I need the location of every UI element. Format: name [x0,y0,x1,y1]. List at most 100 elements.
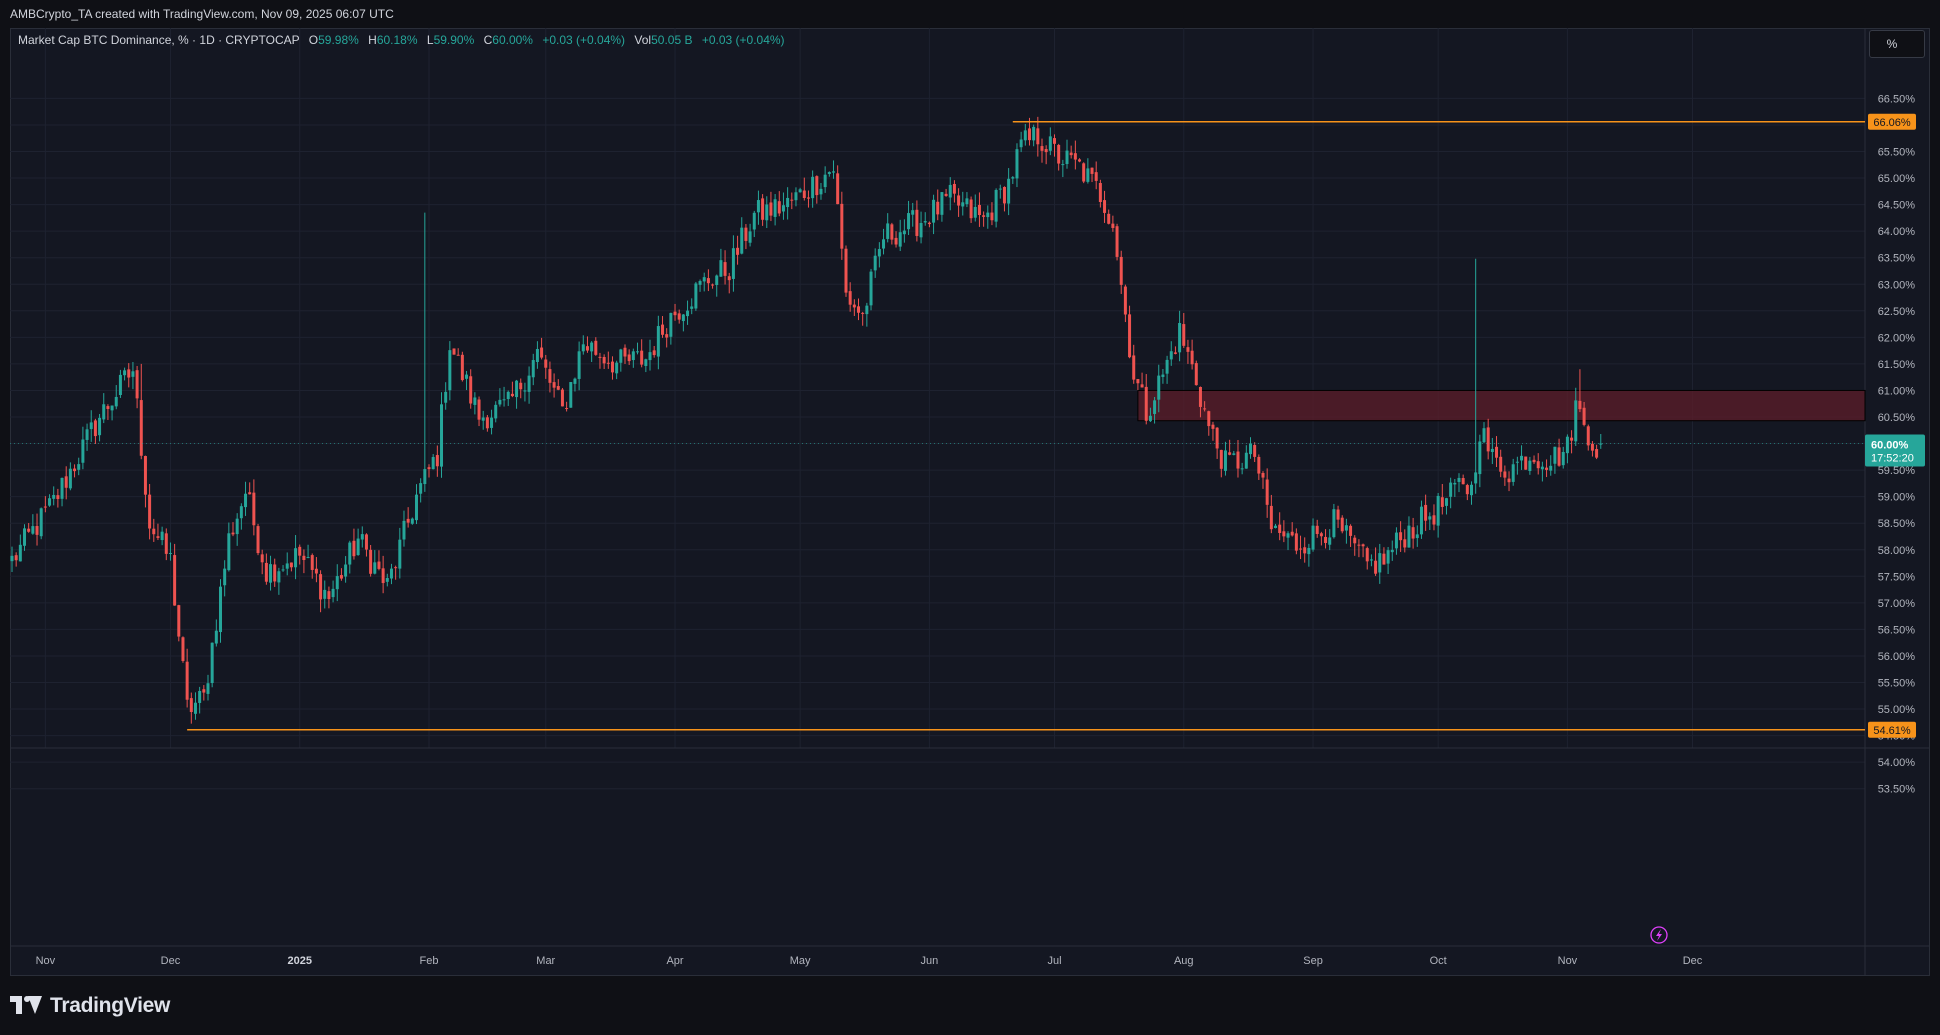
candle-body [827,172,831,174]
candle-body [306,557,310,559]
candle-body [1036,128,1040,145]
candle-body [606,362,610,364]
candle-body [1040,146,1044,151]
candle-body [260,554,264,563]
candle-body [1011,177,1015,179]
candle-body [419,483,423,494]
legend-close: 60.00% [492,33,533,47]
candle-body [18,544,22,562]
candle-body [848,291,852,305]
candle-body [702,277,706,282]
candle-body [752,212,756,230]
candle-body [289,562,293,568]
candle-body [106,406,110,409]
candle-body [823,174,827,188]
candle-body [227,533,231,571]
candle-body [110,405,114,411]
candle-body [544,359,548,368]
candle-body [1507,478,1511,483]
y-tick-label: 64.00% [1878,226,1916,238]
candle-body [1411,527,1415,539]
candle-body [485,417,489,429]
candle-body [1274,525,1278,529]
legend-low: 59.90% [433,33,475,47]
candle-body [1053,138,1056,144]
percent-scale-button[interactable]: % [1869,30,1925,58]
y-tick-label: 56.50% [1878,624,1916,636]
candle-body [731,248,735,279]
x-tick-label: Sep [1303,955,1323,967]
candle-body [1378,553,1382,573]
tradingview-logo-icon [10,996,44,1016]
candle-body [402,520,406,540]
candle-body [948,184,952,198]
candle-body [1065,150,1069,165]
candle-body [927,222,931,225]
candle-body [882,239,886,249]
candle-body [1007,178,1011,204]
candle-body [310,555,314,570]
candle-body [1261,472,1265,478]
candle-body [1474,472,1478,484]
candle-body [957,195,961,206]
candle-body [356,538,360,555]
candle-body [1136,379,1140,384]
candle-body [556,386,560,390]
candle-body [573,378,577,384]
y-tick-label: 61.00% [1878,385,1916,397]
candle-body [1436,495,1440,526]
candlestick-chart[interactable]: 66.50%66.00%65.50%65.00%64.50%64.00%63.5… [10,28,1930,976]
chart-frame[interactable] [10,28,1930,976]
candle-body [1219,449,1223,469]
level-price-tag [1868,113,1916,130]
x-tick-label: Aug [1174,955,1194,967]
y-tick-label: 55.50% [1878,678,1916,690]
candle-body [1044,149,1048,153]
candle-body [193,702,197,714]
legend-open: 59.98% [318,33,359,47]
candle-body [652,350,656,356]
symbol-legend[interactable]: Market Cap BTC Dominance, % · 1D · CRYPT… [18,33,785,47]
candle-body [694,283,698,309]
candle-body [473,397,477,405]
candle-body [1027,128,1031,141]
candle-body [160,531,164,541]
candle-body [1545,467,1549,470]
candle-body [831,171,835,173]
candle-body [244,493,248,508]
candle-body [673,311,677,316]
candle-body [1103,200,1107,213]
candle-body [27,528,31,532]
candle-body [1515,461,1519,463]
x-tick-label: Dec [161,955,181,967]
candle-body [969,199,973,219]
candle-body [219,586,222,633]
candle-body [73,468,77,472]
candle-body [1495,446,1499,458]
x-tick-label: Nov [36,955,56,967]
candle-body [865,305,869,315]
candle-body [135,370,139,399]
candle-body [569,382,573,408]
candle-body [1357,544,1361,546]
candle-body [1557,447,1561,466]
candle-body [1078,159,1082,162]
y-tick-label: 65.50% [1878,147,1916,159]
candle-body [173,555,177,606]
candle-body [723,262,727,276]
candle-body [1349,525,1353,536]
candle-body [1123,286,1127,315]
level-price-label: 66.06% [1873,117,1911,129]
candle-body [1178,323,1182,353]
candle-body [189,698,193,713]
candle-body [1540,466,1544,470]
candle-body [1253,445,1257,457]
candle-body [1386,550,1390,564]
candle-body [1324,536,1328,543]
candle-body [256,526,260,554]
candle-body [131,371,135,377]
candle-body [982,215,986,217]
tradingview-logo[interactable]: TradingView [10,993,170,1019]
candle-body [1278,524,1282,533]
candle-body [919,222,923,238]
